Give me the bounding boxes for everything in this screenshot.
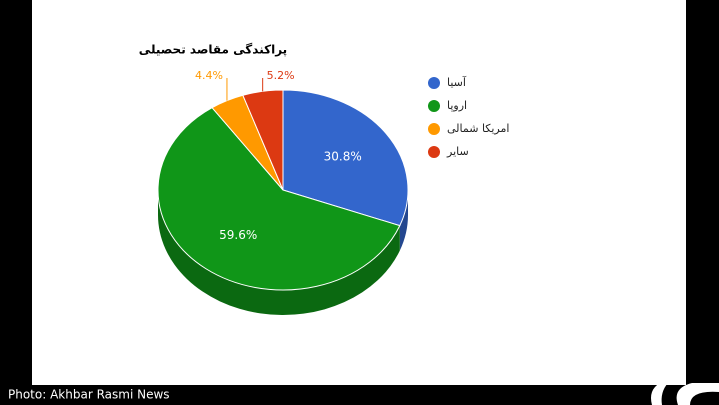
- chart-title: پراکندگی مقاصد تحصیلی: [139, 43, 287, 57]
- value-label: 30.8%: [324, 150, 362, 164]
- slice: [157, 107, 401, 291]
- legend-marker: [428, 100, 440, 112]
- legend: آسیا اروپا امریکا شمالی سایر: [428, 75, 509, 158]
- slice-side: [399, 190, 408, 251]
- legend-marker: [428, 146, 440, 158]
- slice: [242, 89, 284, 191]
- legend-marker: [428, 77, 440, 89]
- value-label: 59.6%: [219, 228, 257, 242]
- value-label: 4.4%: [195, 69, 223, 82]
- slice: [282, 89, 409, 227]
- legend-label: آسیا: [447, 75, 467, 89]
- legend-label: اروپا: [447, 99, 467, 112]
- legend-label: امریکا شمالی: [447, 122, 509, 135]
- legend-marker: [428, 123, 440, 135]
- pie: 30.8% 59.6% 4.4% 5.2%: [157, 69, 409, 315]
- slice-side: [158, 190, 400, 315]
- legend-label: سایر: [446, 145, 469, 158]
- caption: Photo: Akhbar Rasmi News: [8, 388, 170, 402]
- logo: [651, 383, 719, 405]
- value-label: 5.2%: [267, 69, 295, 82]
